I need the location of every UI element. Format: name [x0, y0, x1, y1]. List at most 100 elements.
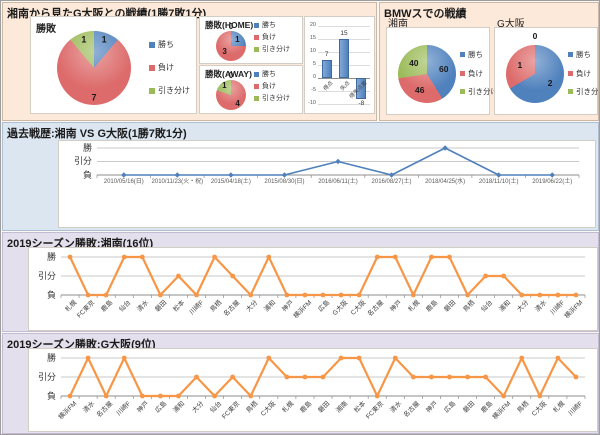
pie-value-label: 0 [228, 70, 234, 80]
data-point-marker [338, 292, 344, 298]
pie-value-label: 0 [532, 31, 538, 42]
data-point-marker [281, 172, 288, 178]
x-axis-label: 2016/06/11(土) [318, 179, 358, 185]
data-point-marker [573, 374, 579, 380]
data-point-marker [176, 273, 181, 279]
x-axis-label: 2015/08/30(日) [264, 179, 305, 185]
pie-overall [57, 31, 131, 105]
data-point-marker [230, 273, 236, 279]
section-match-history: 過去戦歴:湘南 VS G大阪(1勝7敗1分) 勝引分負 2010/05/16(日)… [2, 122, 599, 231]
legend-marker [254, 84, 259, 89]
legend-label: 負け [158, 63, 174, 72]
legend-marker [254, 96, 259, 101]
data-point-marker [465, 374, 470, 380]
data-point-marker [410, 292, 416, 298]
data-point-marker [121, 355, 127, 361]
data-point-marker [139, 254, 145, 260]
bar-value-label: 7 [324, 50, 329, 58]
bar-value-label: -8 [358, 99, 365, 107]
data-point-marker [85, 292, 91, 298]
legend-marker [568, 70, 573, 76]
legend-item: 引き分け [568, 88, 598, 96]
y-axis-label: 勝 [46, 251, 56, 262]
legend-marker [460, 70, 465, 76]
pie-value-label: 0 [228, 21, 234, 31]
pie-value-label: 60 [438, 63, 449, 74]
legend-label: 勝ち [576, 50, 591, 59]
section-shonan-season: 2019シーズン勝敗:湘南(16位) 勝引分負札幌 FC東京 鹿島 仙台 清水 磐田 松本川… [2, 232, 599, 332]
data-point-marker [302, 292, 308, 298]
x-axis-label: 2019/06/22(土) [532, 179, 573, 185]
legend-label: 負け [576, 68, 591, 78]
data-point-marker [248, 292, 254, 298]
y-axis-tick-label: 15 [309, 35, 316, 41]
data-point-marker [356, 292, 362, 298]
data-point-marker [555, 292, 561, 298]
bmw-shonan-pie-chart: 勝ち 負け 引き分け 60 46 40 [386, 27, 498, 115]
data-point-marker [266, 254, 272, 260]
data-point-marker [157, 393, 163, 399]
pie-value-label: 7 [91, 92, 97, 103]
legend-item: 勝ち [254, 22, 290, 29]
y-axis-tick-label: 0 [312, 74, 316, 80]
data-point-marker [157, 292, 163, 298]
data-point-marker [266, 355, 272, 361]
data-point-marker [501, 273, 507, 279]
shonan-season-line-chart: 勝引分負札幌 FC東京 鹿島 仙台 清水 磐田 松本 川崎F 鳥栖 名古屋 大分 浦和 神戸 横浜FM 広島… [28, 247, 598, 331]
legend-item: 勝ち [568, 50, 598, 59]
legend-marker [254, 35, 259, 40]
pie-away [216, 80, 246, 110]
legend-marker [568, 52, 573, 58]
legend-item: 負け [254, 83, 290, 90]
y-axis-label: 引分 [37, 371, 56, 382]
section-title-history: 過去戦歴:湘南 VS G大阪(1勝7敗1分) [7, 128, 187, 140]
legend-marker [149, 88, 155, 94]
data-point-marker [284, 292, 290, 298]
legend-marker [568, 89, 573, 95]
data-point-marker [121, 254, 127, 260]
data-point-marker [374, 254, 380, 260]
pie-value-label: 1 [222, 80, 227, 90]
data-point-marker [248, 393, 254, 399]
data-point-marker [388, 172, 395, 178]
bmw-shonan-label: 湘南 [388, 19, 408, 30]
section-gamba-season: 2019シーズン勝敗:G大阪(9位) 勝引分負横浜FM 清水 名古屋 川崎F 神戸 広島浦… [2, 333, 599, 434]
legend-label: 勝ち [262, 71, 276, 78]
data-point-marker [103, 292, 109, 298]
legend-label: 引き分け [262, 46, 290, 53]
data-point-marker [85, 355, 91, 361]
pie-value-label: 3 [222, 47, 227, 57]
legend-label: 引き分け [468, 87, 498, 96]
data-point-marker [230, 374, 236, 380]
y-axis-label: 引分 [73, 156, 92, 166]
goals-bar-chart: 20 15 10 5 0 -5 -10 7 得点 15 失点 -8 得失点差 [304, 16, 375, 114]
legend-label: 勝ち [158, 40, 174, 49]
zero-axis-line [318, 78, 370, 79]
y-axis-label: 負 [46, 289, 56, 300]
data-point-marker [212, 254, 217, 260]
data-point-marker [284, 374, 290, 380]
legend: 勝ち負け引き分け [254, 71, 290, 102]
legend-item: 引き分け [460, 88, 498, 96]
data-point-marker [320, 374, 326, 380]
legend: 勝ち負け引き分け [460, 51, 498, 96]
data-point-marker [335, 158, 341, 165]
data-point-marker [67, 393, 73, 399]
legend-label: 勝ち [262, 22, 276, 29]
x-axis-label: 2010/11/23(火・祝) [151, 179, 204, 185]
data-point-marker [483, 374, 489, 380]
legend-item: 引き分け [254, 95, 290, 102]
data-point-marker [320, 292, 326, 298]
data-point-marker [495, 172, 502, 178]
overall-record-pie-chart: 勝敗 勝ち 負け 引き分け 1 7 1 [30, 16, 197, 114]
data-point-marker [392, 355, 398, 361]
x-axis-label: 2018/04/25(水) [425, 179, 466, 185]
legend-item: 勝ち [460, 51, 498, 59]
pie-value-label: 2 [547, 77, 553, 88]
data-point-marker [519, 355, 525, 361]
data-point-marker [429, 254, 434, 260]
